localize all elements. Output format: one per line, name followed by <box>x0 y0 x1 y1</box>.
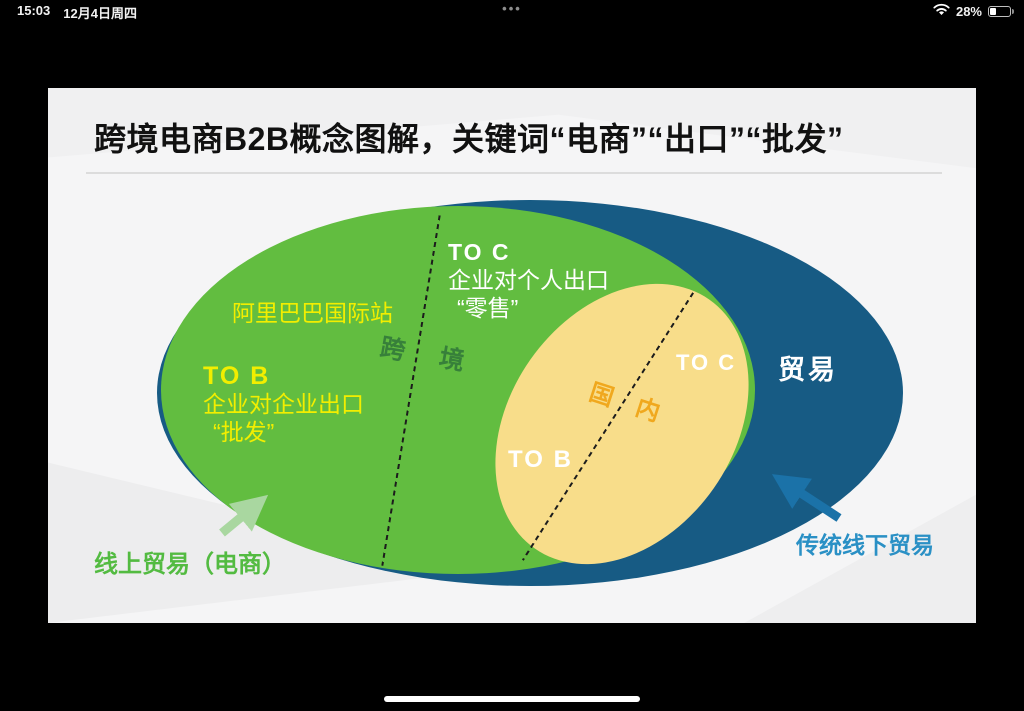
online-trade-callout: 线上贸易（电商） <box>94 551 286 578</box>
multitask-menu-dots-icon[interactable]: ••• <box>502 1 522 16</box>
green-to-b-line2: “批发” <box>213 419 275 445</box>
green-to-c-line2: “零售” <box>457 295 519 321</box>
wifi-icon <box>933 3 950 19</box>
presentation-slide: 跨境电商B2B概念图解，关键词“电商”“出口”“批发” TO C 企业对个人出口… <box>48 88 976 623</box>
green-to-c-heading: TO C <box>448 239 511 265</box>
slide-title: 跨境电商B2B概念图解，关键词“电商”“出口”“批发” <box>94 121 844 157</box>
battery-icon <box>988 5 1014 17</box>
trade-label: 贸易 <box>778 355 838 385</box>
green-to-b-heading: TO B <box>203 362 271 390</box>
green-to-b-line1: 企业对企业出口 <box>203 391 364 417</box>
status-right: 28% <box>933 3 1014 19</box>
home-indicator[interactable] <box>384 696 640 702</box>
green-to-c-line1: 企业对个人出口 <box>448 267 609 293</box>
title-divider <box>86 172 942 174</box>
clock: 15:03 <box>17 3 51 18</box>
status-date: 12月4日周四 <box>63 6 137 21</box>
domestic-to-b-label: TO B <box>508 446 573 473</box>
domestic-to-c-label: TO C <box>676 350 737 375</box>
offline-trade-callout: 传统线下贸易 <box>796 532 934 558</box>
status-bar: 15:03 12月4日周四 ••• 28% <box>0 0 1024 24</box>
online-trade-arrow-icon <box>219 494 269 537</box>
alibaba-international-label: 阿里巴巴国际站 <box>232 300 393 326</box>
battery-percent: 28% <box>955 3 982 19</box>
status-left: 15:03 12月4日周四 <box>17 3 137 22</box>
green-to-c-block: TO C 企业对个人出口 “零售” <box>448 238 609 322</box>
offline-trade-arrow-icon <box>771 474 842 522</box>
green-to-b-block: TO B 企业对企业出口 “批发” <box>203 362 364 446</box>
